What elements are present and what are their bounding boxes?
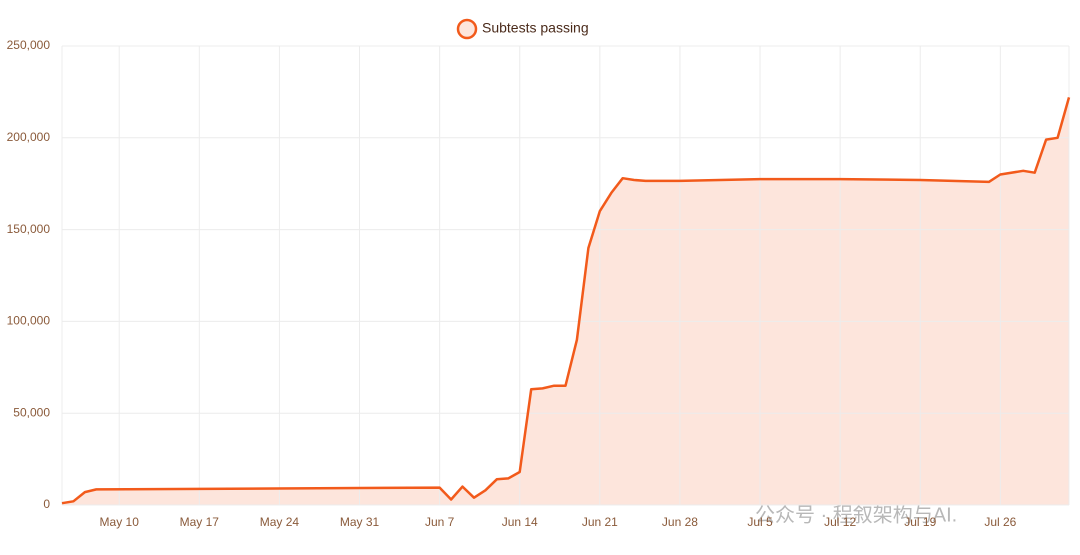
legend-label: Subtests passing xyxy=(482,20,589,36)
y-tick-label: 250,000 xyxy=(7,38,51,52)
x-tick-label: Jul 12 xyxy=(824,515,856,529)
x-tick-label: Jun 28 xyxy=(662,515,698,529)
y-tick-label: 200,000 xyxy=(7,130,51,144)
x-tick-label: Jun 7 xyxy=(425,515,455,529)
line xyxy=(61,97,1071,505)
y-tick-label: 100,000 xyxy=(7,314,51,328)
x-tick-label: Jul 5 xyxy=(747,515,773,529)
x-tick-label: May 10 xyxy=(100,515,140,529)
x-tick-label: May 24 xyxy=(260,515,300,529)
x-tick-label: Jun 14 xyxy=(502,515,538,529)
y-tick-label: 150,000 xyxy=(7,222,51,236)
legend-marker xyxy=(456,18,478,40)
x-tick-label: Jun 21 xyxy=(582,515,618,529)
y-tick-label: 0 xyxy=(43,497,50,511)
x-tick-label: Jul 26 xyxy=(984,515,1016,529)
x-tick-label: Jul 19 xyxy=(904,515,936,529)
watermark: 公众号 · 程叙架构与AI. xyxy=(755,503,957,526)
y-tick-label: 50,000 xyxy=(13,405,50,419)
x-tick-label: May 31 xyxy=(340,515,380,529)
x-tick-label: May 17 xyxy=(180,515,220,529)
area xyxy=(62,97,1069,506)
